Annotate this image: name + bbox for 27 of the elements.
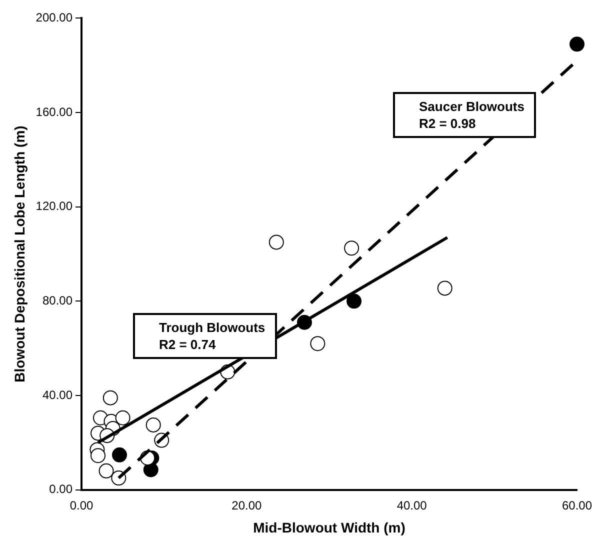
- point: [102, 390, 118, 406]
- point: [143, 462, 158, 478]
- point: [268, 234, 284, 250]
- x-tick-label: 60.00: [562, 498, 592, 512]
- point: [346, 294, 362, 309]
- point: [90, 448, 106, 464]
- y-axis-title: Blowout Depositional Lobe Length (m): [11, 126, 28, 382]
- point: [344, 240, 360, 256]
- x-axis-title: Mid-Blowout Width (m): [253, 519, 406, 536]
- point: [310, 336, 326, 352]
- point: [115, 410, 130, 426]
- point: [146, 417, 161, 432]
- annotation: Trough Blowouts R2 = 0.74: [133, 313, 278, 359]
- x-tick-label: 20.00: [232, 498, 262, 512]
- point: [98, 463, 114, 478]
- y-tick-label: 80.00: [42, 293, 73, 308]
- y-tick-label: 120.00: [36, 199, 73, 214]
- x-tick-label: 40.00: [396, 498, 428, 512]
- annotation: Saucer Blowouts R2 = 0.98: [393, 92, 536, 138]
- y-tick-label: 160.00: [36, 104, 73, 119]
- y-tick-label: 200.00: [36, 10, 73, 25]
- y-tick-label: 0.00: [49, 482, 73, 496]
- y-tick-label: 40.00: [42, 388, 73, 402]
- point: [570, 36, 584, 52]
- point: [112, 447, 127, 462]
- point: [437, 280, 452, 296]
- x-tick-label: 0.00: [70, 498, 94, 512]
